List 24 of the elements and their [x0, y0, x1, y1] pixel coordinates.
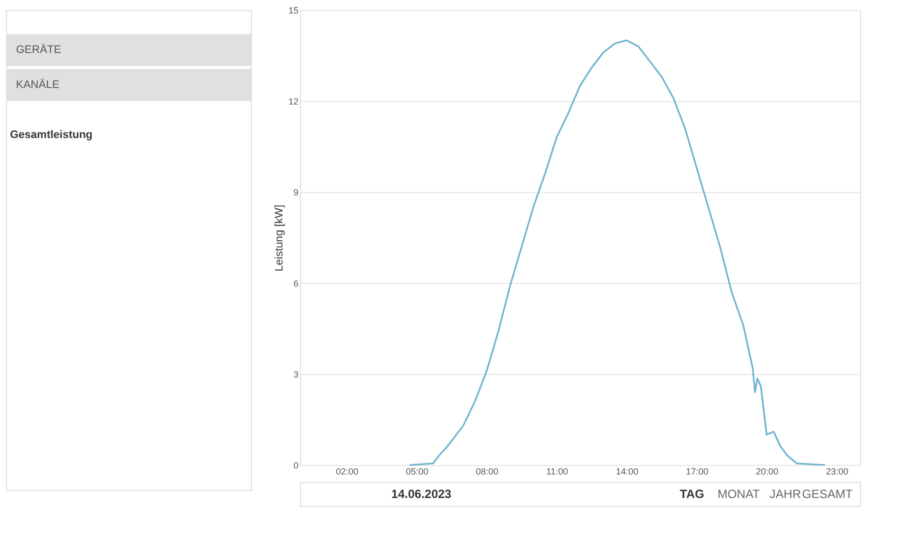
y-tick-label: 12	[288, 96, 298, 106]
x-tick-label: 23:00	[826, 466, 848, 476]
text: MONAT	[717, 487, 761, 501]
x-tick-label: 20:00	[756, 466, 778, 476]
text: TAG	[680, 487, 704, 501]
y-tick-label: 3	[293, 370, 298, 380]
text: GESAMT	[802, 487, 854, 501]
x-tick-label: 11:00	[546, 466, 568, 476]
x-tick-label: 02:00	[336, 466, 358, 476]
line-series	[408, 40, 826, 466]
text: GERÄTE	[16, 43, 62, 56]
x-tick-label: 05:00	[406, 466, 428, 476]
y-axis-title: Leistung [kW]	[273, 204, 286, 272]
x-tick-label: 08:00	[476, 466, 498, 476]
text: KANÄLE	[16, 78, 60, 91]
y-tick-label: 9	[293, 188, 298, 198]
text: JAHR	[770, 487, 802, 501]
text: 14.06.2023	[391, 487, 452, 501]
y-tick-label: 15	[288, 6, 298, 16]
x-tick-label: 17:00	[686, 466, 708, 476]
y-tick-label: 0	[293, 460, 298, 470]
x-tick-label: 14:00	[616, 466, 638, 476]
y-tick-label: 6	[293, 278, 298, 288]
text: Gesamtleistung	[10, 129, 93, 141]
